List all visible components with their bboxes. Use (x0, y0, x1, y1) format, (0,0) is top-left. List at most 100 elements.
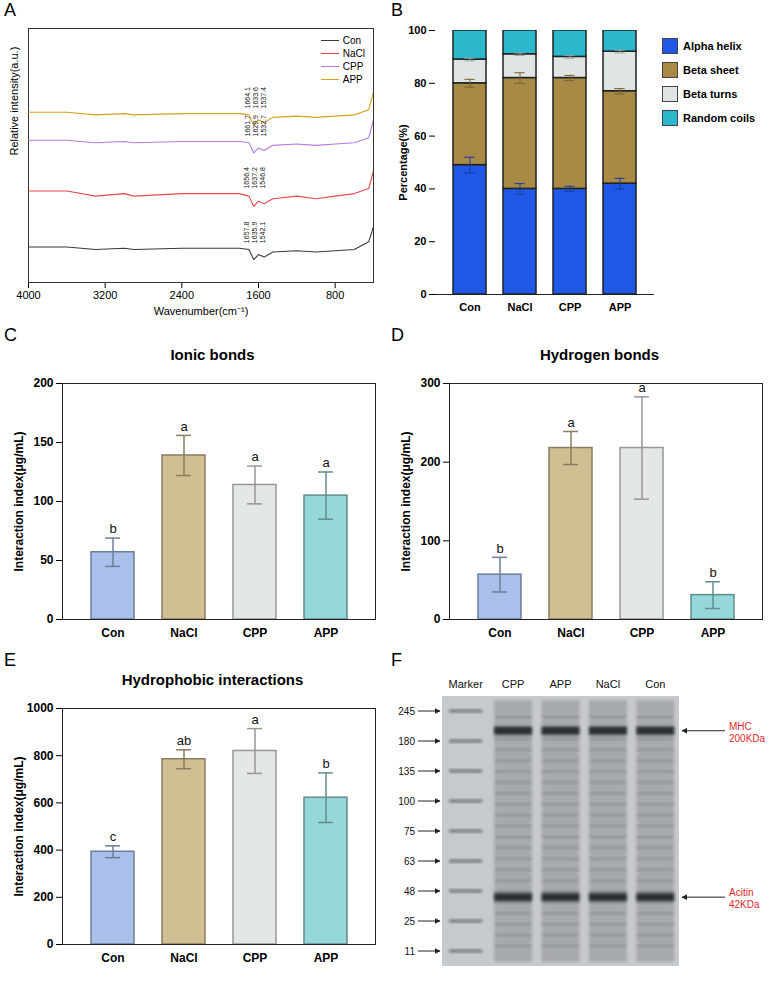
svg-text:CPP: CPP (502, 678, 525, 690)
svg-text:400: 400 (33, 843, 53, 857)
svg-text:NaCl: NaCl (596, 678, 620, 690)
svg-text:11: 11 (405, 946, 416, 957)
svg-text:Relative intensity(a.u.): Relative intensity(a.u.) (8, 47, 20, 156)
svg-text:a: a (567, 415, 575, 430)
svg-text:100: 100 (408, 24, 426, 36)
svg-text:200: 200 (33, 890, 53, 904)
svg-text:Acitin: Acitin (729, 887, 753, 898)
svg-text:APP: APP (609, 301, 632, 313)
html-text:A: A (4, 0, 16, 20)
svg-text:0: 0 (47, 937, 54, 951)
svg-text:Wavenumber(cm⁻¹): Wavenumber(cm⁻¹) (154, 305, 249, 317)
svg-text:180: 180 (398, 736, 415, 747)
html-text:Hydrophobic interactions: Hydrophobic interactions (121, 671, 304, 688)
svg-text:1657.8: 1657.8 (243, 222, 250, 244)
svg-text:b: b (496, 541, 503, 556)
svg-text:1537.4: 1537.4 (260, 87, 267, 109)
svg-text:APP: APP (314, 951, 339, 965)
svg-text:600: 600 (33, 796, 53, 810)
svg-text:CPP: CPP (243, 951, 268, 965)
svg-text:0: 0 (434, 612, 441, 626)
svg-text:60: 60 (414, 130, 426, 142)
svg-text:Con: Con (488, 626, 511, 640)
svg-text:150: 150 (33, 435, 53, 449)
svg-text:2400: 2400 (170, 289, 194, 301)
svg-text:135: 135 (398, 766, 415, 777)
svg-text:ab: ab (177, 733, 191, 748)
svg-text:a: a (322, 455, 330, 470)
svg-text:100: 100 (398, 796, 415, 807)
svg-text:80: 80 (414, 77, 426, 89)
svg-text:a: a (180, 419, 188, 434)
svg-text:0: 0 (47, 612, 54, 626)
svg-text:b: b (322, 756, 329, 771)
svg-text:Con: Con (459, 301, 481, 313)
svg-text:0: 0 (420, 288, 426, 300)
svg-text:APP: APP (549, 678, 571, 690)
svg-text:a: a (251, 712, 259, 727)
svg-text:MHC: MHC (729, 721, 752, 732)
svg-text:1637.2: 1637.2 (251, 167, 258, 189)
svg-text:Con: Con (645, 678, 665, 690)
svg-text:NaCl: NaCl (557, 626, 584, 640)
svg-text:40: 40 (414, 182, 426, 194)
svg-text:c: c (110, 829, 117, 844)
svg-text:1661.7: 1661.7 (244, 115, 251, 137)
html-text:B: B (391, 0, 403, 20)
svg-text:Percentage(%): Percentage(%) (397, 124, 409, 201)
svg-text:Interaction index(μg/mL): Interaction index(μg/mL) (12, 756, 26, 896)
svg-text:75: 75 (404, 826, 416, 837)
svg-text:200KDa: 200KDa (729, 733, 766, 744)
html-text:Ionic bonds: Ionic bonds (170, 346, 255, 363)
svg-text:Marker: Marker (449, 678, 484, 690)
svg-text:NaCl: NaCl (170, 626, 197, 640)
svg-text:Interaction index(μg/mL): Interaction index(μg/mL) (12, 431, 26, 571)
svg-text:1635.9: 1635.9 (251, 222, 258, 244)
svg-text:a: a (638, 380, 646, 395)
svg-text:1629.9: 1629.9 (252, 115, 259, 137)
svg-text:100: 100 (420, 534, 440, 548)
svg-text:CPP: CPP (243, 626, 268, 640)
html-text:C: C (4, 325, 17, 345)
svg-text:1000: 1000 (27, 701, 54, 715)
html-text:D: D (391, 325, 404, 345)
svg-text:CPP: CPP (559, 301, 582, 313)
svg-text:Con: Con (101, 626, 124, 640)
svg-text:APP: APP (314, 626, 339, 640)
svg-text:1656.4: 1656.4 (243, 167, 250, 189)
svg-text:b: b (709, 565, 716, 580)
svg-text:a: a (251, 449, 259, 464)
svg-text:APP: APP (701, 626, 726, 640)
svg-text:CPP: CPP (630, 626, 655, 640)
svg-text:Con: Con (101, 951, 124, 965)
html-text:Hydrogen bonds: Hydrogen bonds (539, 346, 660, 363)
svg-text:NaCl: NaCl (170, 951, 197, 965)
svg-text:20: 20 (414, 235, 426, 247)
svg-text:100: 100 (33, 494, 53, 508)
svg-text:800: 800 (33, 749, 53, 763)
svg-text:300: 300 (420, 376, 440, 390)
svg-text:25: 25 (404, 916, 416, 927)
svg-text:NaCl: NaCl (507, 301, 532, 313)
svg-text:1633.6: 1633.6 (252, 87, 259, 109)
svg-text:800: 800 (326, 289, 344, 301)
svg-text:42KDa: 42KDa (729, 899, 760, 910)
svg-text:b: b (109, 521, 116, 536)
html-text:Alpha helix: Alpha helix (683, 40, 742, 52)
svg-text:50: 50 (40, 553, 54, 567)
svg-text:245: 245 (398, 706, 415, 717)
html-text:Beta sheet: Beta sheet (683, 64, 739, 76)
svg-text:63: 63 (404, 856, 416, 867)
svg-text:Interaction index(μg/mL): Interaction index(μg/mL) (399, 431, 413, 571)
svg-text:200: 200 (420, 455, 440, 469)
svg-text:1664.1: 1664.1 (244, 87, 251, 109)
svg-text:1600: 1600 (246, 289, 270, 301)
svg-text:1546.8: 1546.8 (259, 167, 266, 189)
svg-text:1532.7: 1532.7 (260, 115, 267, 137)
svg-text:200: 200 (33, 376, 53, 390)
svg-text:48: 48 (404, 886, 416, 897)
svg-text:4000: 4000 (16, 289, 40, 301)
svg-text:3200: 3200 (93, 289, 117, 301)
svg-text:1542.1: 1542.1 (259, 222, 266, 244)
html-text:Beta turns: Beta turns (683, 88, 738, 100)
